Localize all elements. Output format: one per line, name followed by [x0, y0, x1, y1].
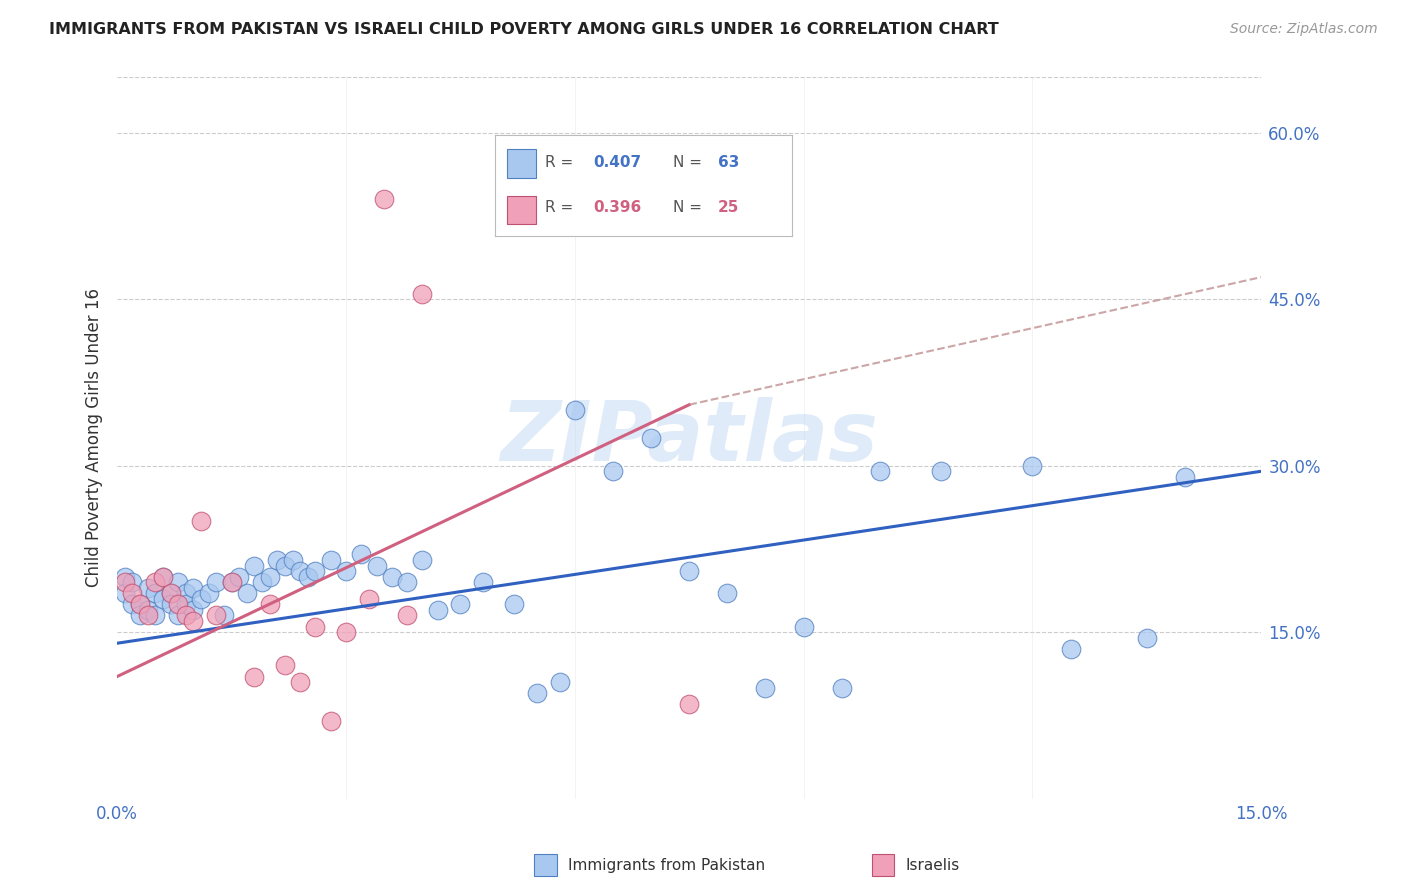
Point [159, 586, 181, 600]
Point [869, 464, 891, 478]
Point [129, 598, 152, 612]
Point [114, 586, 136, 600]
Point [190, 514, 212, 528]
Point [129, 598, 152, 612]
Point [411, 553, 433, 567]
Point [1136, 631, 1159, 645]
Point [357, 591, 380, 606]
Point [381, 569, 404, 583]
Point [174, 608, 197, 623]
Point [167, 598, 190, 612]
Point [304, 564, 326, 578]
Point [243, 558, 266, 573]
Point [136, 603, 159, 617]
Point [174, 586, 197, 600]
Point [564, 403, 586, 417]
Point [602, 464, 624, 478]
Point [121, 598, 143, 612]
Point [183, 581, 205, 595]
Point [143, 575, 166, 590]
Point [159, 586, 181, 600]
Point [395, 575, 418, 590]
Point [373, 193, 395, 207]
Point [526, 686, 548, 700]
Point [793, 619, 815, 633]
Point [319, 553, 342, 567]
Point [259, 569, 281, 583]
Point [129, 608, 152, 623]
Point [335, 564, 357, 578]
Point [395, 608, 418, 623]
Point [221, 575, 243, 590]
Point [472, 575, 495, 590]
Point [426, 603, 449, 617]
Point [243, 669, 266, 683]
Point [205, 608, 228, 623]
Point [290, 675, 312, 690]
Point [121, 575, 143, 590]
Point [678, 698, 700, 712]
Text: IMMIGRANTS FROM PAKISTAN VS ISRAELI CHILD POVERTY AMONG GIRLS UNDER 16 CORRELATI: IMMIGRANTS FROM PAKISTAN VS ISRAELI CHIL… [49, 22, 998, 37]
Point [502, 598, 524, 612]
Text: ZIPatlas: ZIPatlas [501, 398, 879, 478]
Point [190, 591, 212, 606]
Point [449, 598, 471, 612]
Point [221, 575, 243, 590]
Point [290, 564, 312, 578]
Point [174, 598, 197, 612]
Point [167, 575, 190, 590]
Point [136, 581, 159, 595]
Point [250, 575, 273, 590]
Text: Immigrants from Pakistan: Immigrants from Pakistan [568, 858, 765, 872]
Point [1174, 470, 1197, 484]
Point [159, 598, 181, 612]
Point [548, 675, 571, 690]
Point [152, 591, 174, 606]
Point [411, 286, 433, 301]
Point [274, 658, 297, 673]
Point [1021, 458, 1043, 473]
Point [319, 714, 342, 728]
Point [205, 575, 228, 590]
Point [274, 558, 297, 573]
Y-axis label: Child Poverty Among Girls Under 16: Child Poverty Among Girls Under 16 [86, 288, 103, 588]
Point [183, 603, 205, 617]
Point [152, 569, 174, 583]
Point [228, 569, 250, 583]
Point [259, 598, 281, 612]
Point [297, 569, 319, 583]
Text: Israelis: Israelis [905, 858, 960, 872]
Point [754, 681, 776, 695]
Point [197, 586, 219, 600]
Point [678, 564, 700, 578]
Point [114, 575, 136, 590]
Point [831, 681, 853, 695]
Point [366, 558, 388, 573]
Point [266, 553, 288, 567]
Point [121, 586, 143, 600]
Point [143, 586, 166, 600]
Point [716, 586, 738, 600]
Text: Source: ZipAtlas.com: Source: ZipAtlas.com [1230, 22, 1378, 37]
Point [335, 625, 357, 640]
Point [152, 569, 174, 583]
Point [281, 553, 304, 567]
Point [236, 586, 259, 600]
Point [640, 431, 662, 445]
Point [929, 464, 952, 478]
Point [183, 614, 205, 628]
Point [350, 548, 373, 562]
Point [136, 608, 159, 623]
Point [167, 608, 190, 623]
Point [1059, 641, 1081, 656]
Point [114, 569, 136, 583]
Point [304, 619, 326, 633]
Point [143, 608, 166, 623]
Point [212, 608, 235, 623]
